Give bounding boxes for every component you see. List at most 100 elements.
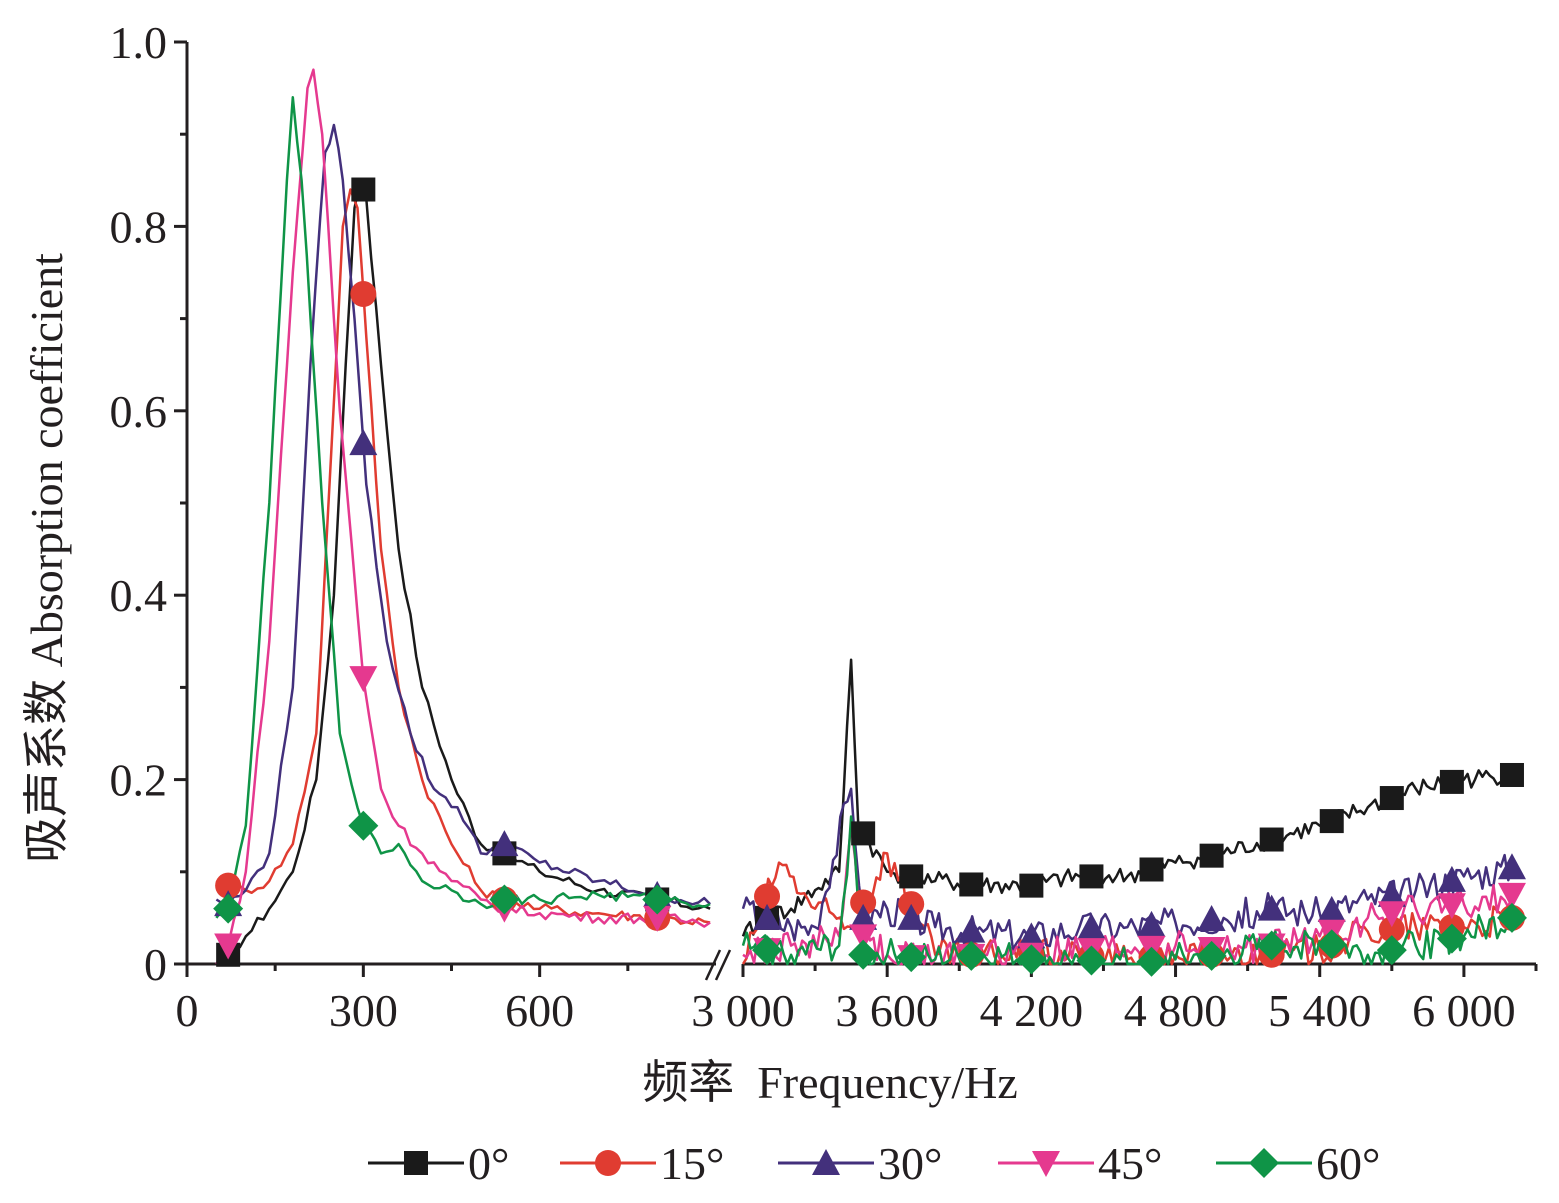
legend-marker: [1032, 1151, 1060, 1177]
series-45deg-marker: [1437, 893, 1466, 920]
series-0deg-marker: [1319, 809, 1344, 834]
legend-entry-30deg: 30°: [778, 1138, 942, 1189]
series-30deg-marker: [1257, 894, 1286, 921]
series-60deg-marker: [489, 884, 520, 915]
series-markers: [213, 177, 1527, 977]
series-15deg-line-low: [215, 188, 711, 926]
x-tick-label: 3 000: [691, 985, 795, 1036]
series-0deg-marker: [1259, 827, 1284, 852]
legend-entry-0deg: 0°: [368, 1138, 509, 1189]
series-0deg-marker: [851, 821, 876, 846]
legend-marker: [812, 1149, 840, 1175]
series-15deg-marker: [1378, 916, 1405, 943]
legend-marker: [595, 1150, 621, 1176]
series-60deg-marker: [348, 810, 379, 841]
legend: 0° 15° 30° 45° 60°: [368, 1138, 1380, 1189]
series-0deg-marker: [351, 177, 376, 202]
tick-marks: [174, 40, 1538, 977]
series-60deg-marker: [848, 939, 879, 970]
legend-label: 15°: [660, 1138, 724, 1189]
series-45deg-marker: [1377, 901, 1406, 928]
series-30deg-marker: [753, 903, 782, 930]
series-0deg-marker: [1199, 843, 1224, 868]
series-0deg-marker: [1079, 864, 1104, 889]
series-15deg-marker: [850, 889, 877, 916]
series-60deg-marker: [1076, 945, 1107, 976]
series-60deg-marker: [752, 935, 783, 966]
legend-label: 60°: [1316, 1138, 1380, 1189]
series-0deg-marker: [959, 872, 984, 897]
x-tick-label: 600: [505, 985, 574, 1036]
legend-label: 0°: [468, 1138, 509, 1189]
series-0deg-marker: [1379, 786, 1404, 811]
x-tick-label: 6 000: [1412, 985, 1516, 1036]
series-30deg-marker: [849, 903, 878, 930]
legend-marker: [404, 1151, 428, 1175]
series-30deg-line-low: [215, 123, 711, 906]
x-tick-label: 4 800: [1124, 985, 1228, 1036]
y-tick-label: 0: [144, 939, 167, 990]
series-30deg-marker: [1497, 853, 1526, 880]
y-axis-title: 吸声系数 Absorption coefficient: [21, 253, 72, 863]
series-60deg-marker: [1136, 946, 1167, 977]
axis-break-mark: [714, 949, 732, 981]
x-tick-label: 0: [176, 985, 199, 1036]
legend-label: 45°: [1098, 1138, 1162, 1189]
series-60deg-marker: [642, 884, 673, 915]
x-tick-label: 3 600: [835, 985, 939, 1036]
y-tick-label: 1.0: [110, 17, 168, 68]
series-0deg-marker: [1499, 762, 1524, 787]
series-60deg-marker: [1376, 935, 1407, 966]
series-60deg-line-high: [741, 815, 1514, 966]
y-tick-label: 0.2: [110, 755, 168, 806]
series-0deg-marker: [1139, 857, 1164, 882]
series-45deg-marker: [214, 933, 243, 960]
series-60deg-marker: [956, 940, 987, 971]
series-30deg-marker: [1077, 913, 1106, 940]
series-30deg-marker: [897, 903, 926, 930]
series-0deg-marker: [1439, 769, 1464, 794]
series-45deg-marker: [643, 905, 672, 932]
series-60deg-marker: [213, 893, 244, 924]
series-30deg-marker: [1437, 865, 1466, 892]
x-tick-label: 300: [329, 985, 398, 1036]
series-30deg-marker: [349, 429, 378, 456]
series-60deg-line-low: [215, 96, 711, 919]
series-45deg-line-low: [215, 68, 711, 965]
series-0deg-marker: [1019, 873, 1044, 898]
series-60deg-marker: [1016, 944, 1047, 975]
legend-marker: [1249, 1148, 1279, 1178]
series-30deg-marker: [957, 916, 986, 943]
series-15deg-marker: [350, 281, 377, 308]
series-30deg-marker: [1137, 910, 1166, 937]
axis-break-mark: [704, 949, 722, 981]
series-30deg-marker: [1017, 922, 1046, 949]
legend-entry-60deg: 60°: [1216, 1138, 1380, 1189]
legend-entry-15deg: 15°: [560, 1138, 724, 1189]
series-45deg-marker: [349, 666, 378, 693]
series-45deg-marker: [849, 924, 878, 951]
y-tick-label: 0.4: [110, 570, 168, 621]
legend-label: 30°: [878, 1138, 942, 1189]
series-0deg-marker: [899, 864, 924, 889]
tick-labels: 0 0.2 0.4 0.6 0.8 1.0 0 300 600 3 000 3 600 4 200 4 …: [110, 17, 1516, 1036]
series-30deg-marker: [1197, 905, 1226, 932]
legend-entry-45deg: 45°: [998, 1138, 1162, 1189]
y-tick-label: 0.8: [110, 201, 168, 252]
y-tick-label: 0.6: [110, 386, 168, 437]
series-30deg-marker: [1317, 895, 1346, 922]
x-tick-label: 5 400: [1268, 985, 1372, 1036]
series-60deg-marker: [896, 942, 927, 973]
series-60deg-marker: [1256, 930, 1287, 961]
x-axis-title: 频率 Frequency/Hz: [642, 1057, 1018, 1108]
series-60deg-marker: [1316, 929, 1347, 960]
series-60deg-marker: [1196, 940, 1227, 971]
series-15deg-marker: [754, 883, 781, 910]
series-30deg-marker: [490, 830, 519, 857]
series-30deg-marker: [1377, 880, 1406, 907]
series-60deg-marker: [1436, 923, 1467, 954]
x-tick-label: 4 200: [980, 985, 1084, 1036]
series-60deg-marker: [1496, 902, 1527, 933]
series-15deg-marker: [215, 872, 242, 899]
